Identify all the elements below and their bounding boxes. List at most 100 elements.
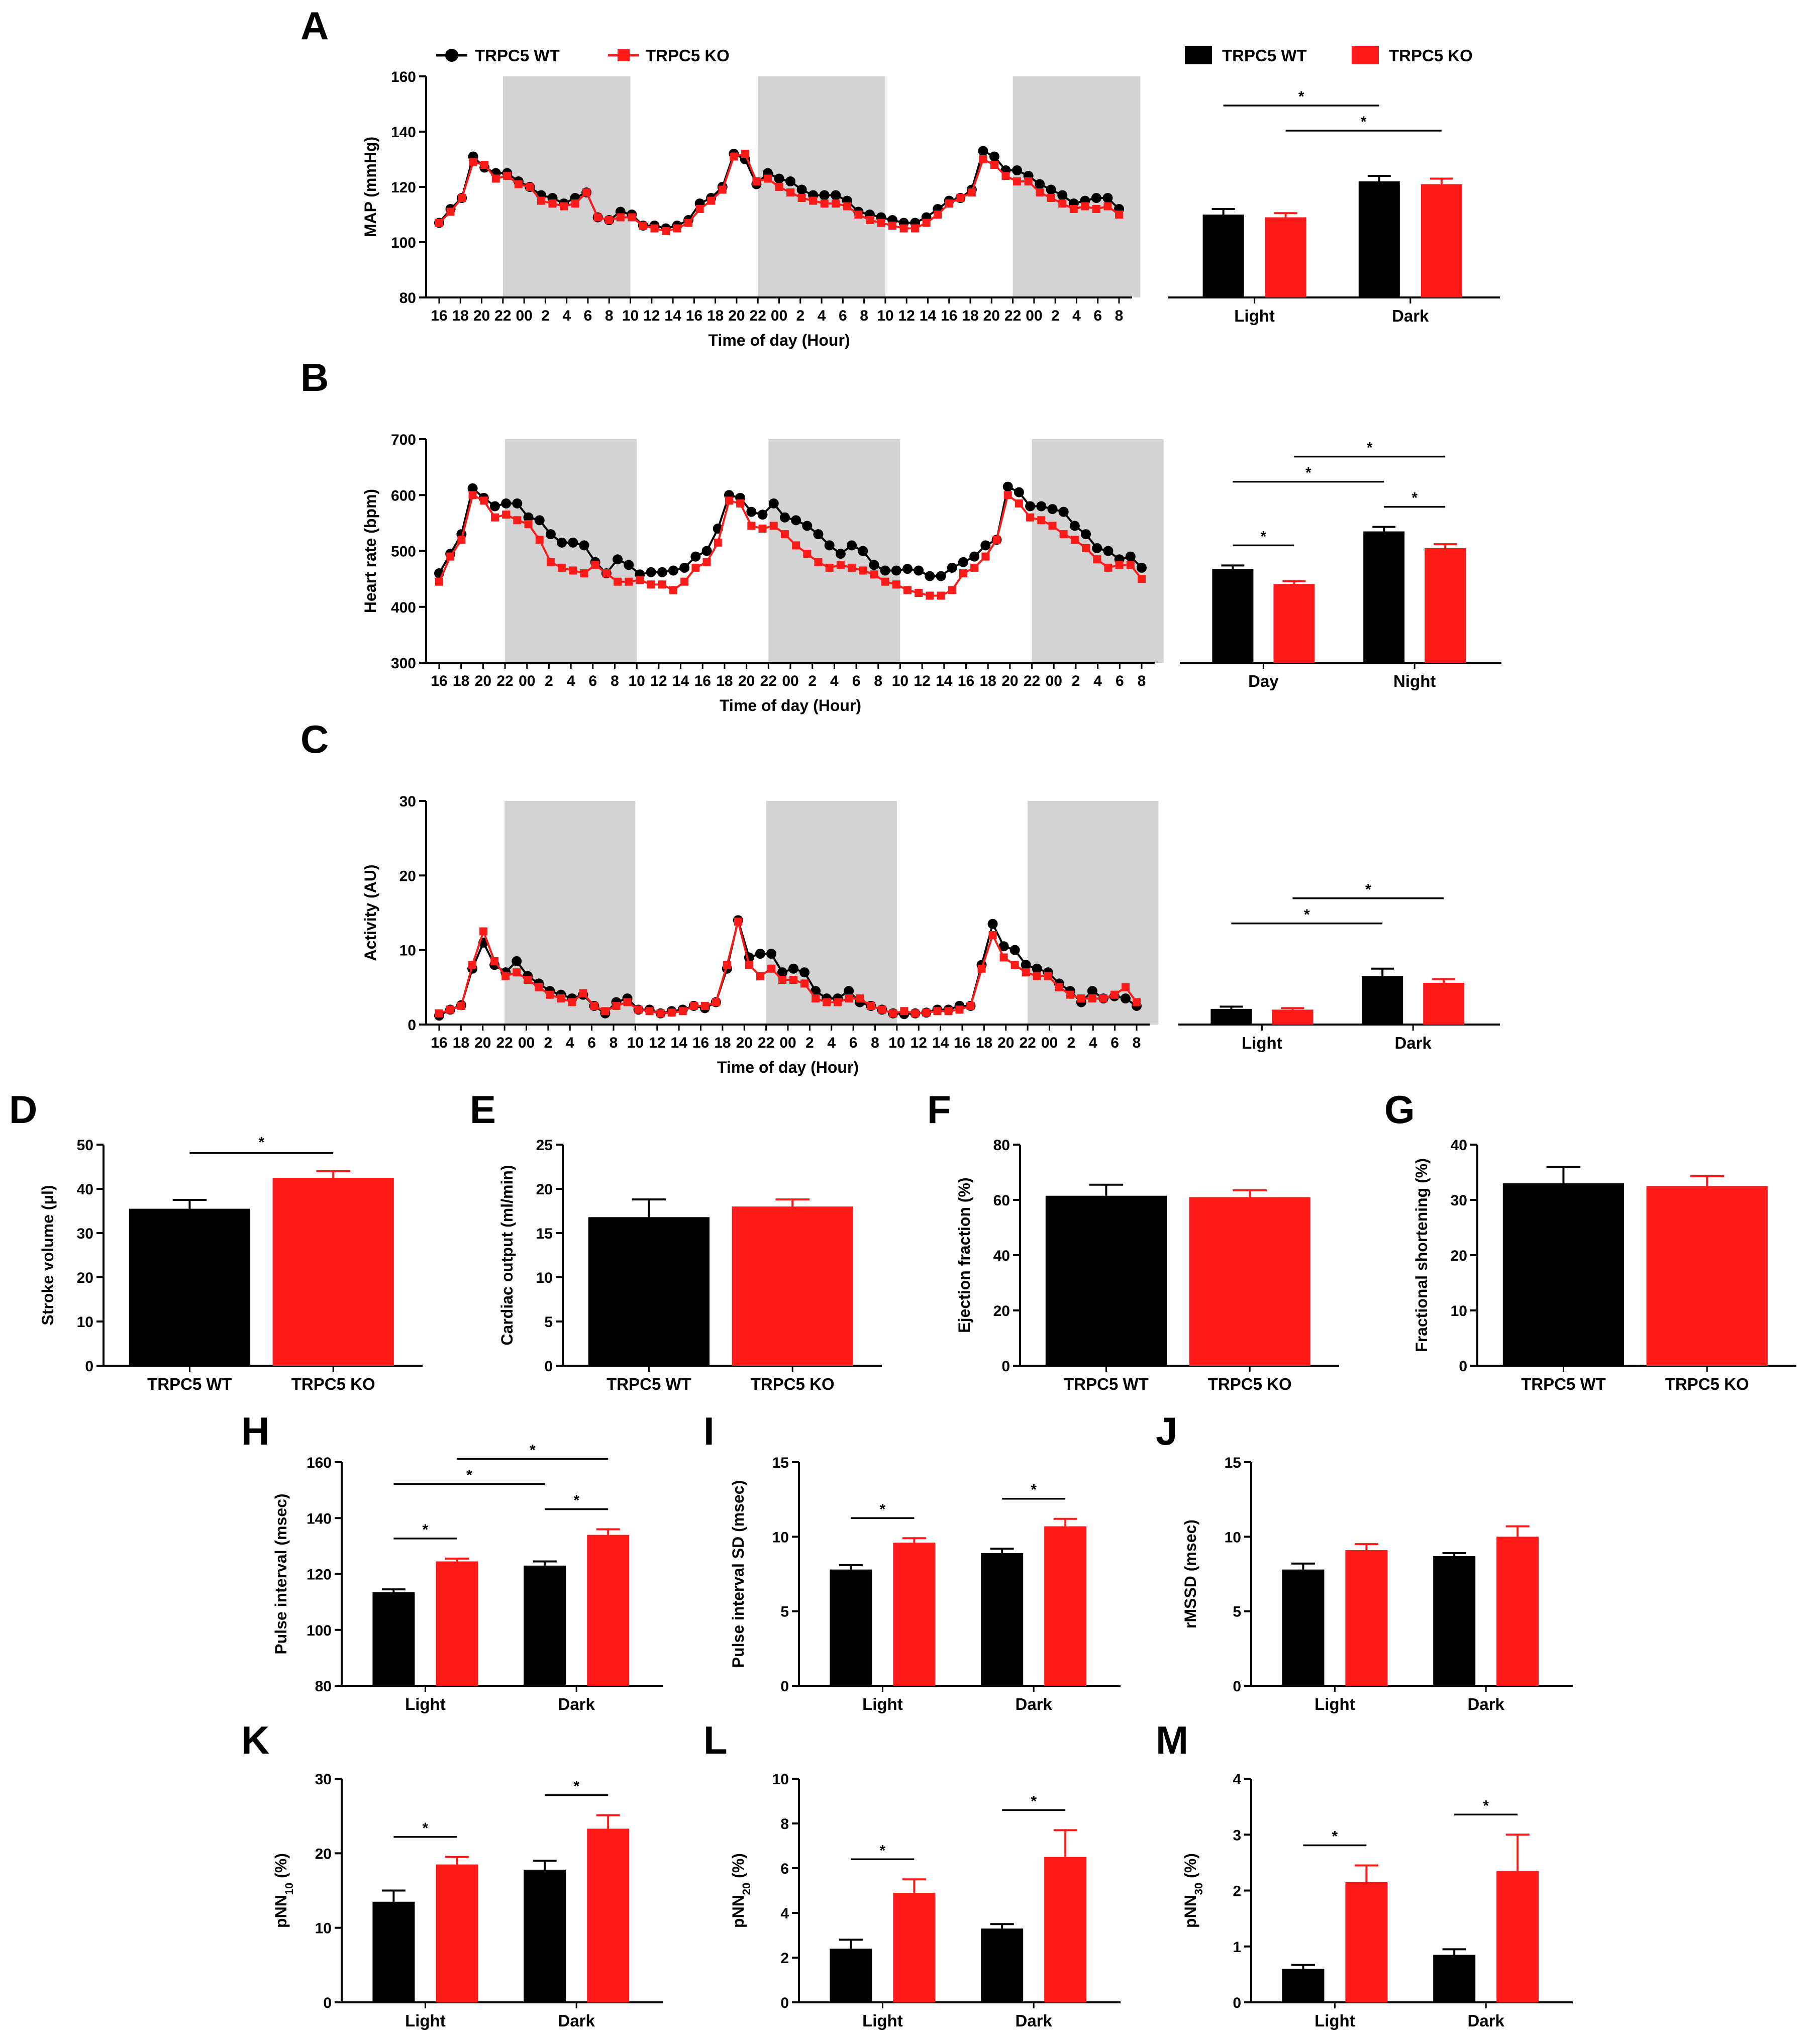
chart-b-line-ko-point [1138,575,1146,583]
chart-j-category-label: Dark [1468,1695,1505,1713]
chart-b-line-x-tick-label: 00 [519,673,535,689]
chart-l-y-tick-label: 2 [780,1950,789,1967]
panel-letter-J: J [1156,1409,1177,1453]
chart-c-bar-wt-bar [1210,1008,1252,1025]
chart-c-bar-significance-star: * [1304,906,1310,923]
chart-a-line-x-tick-label: 2 [1051,308,1060,324]
chart-a-line-x-tick-label: 16 [686,308,702,324]
chart-c-line-x-title: Time of day (Hour) [717,1058,859,1076]
chart-c-line-ko-point [900,1007,908,1015]
chart-l: 0 2 4 6 8 10 pNN20 (%) Light Dark * * [729,1771,1121,2030]
chart-c-line-ko-point [446,1005,455,1014]
chart-c-line-x-tick-label: 12 [911,1035,927,1051]
chart-a-line-ko-point [1103,202,1112,211]
panel-letter-M: M [1156,1718,1188,1762]
chart-b-bar-wt-bar [1363,531,1405,663]
chart-c-line-x-tick-label: 14 [932,1035,949,1051]
chart-a-line-ko-point [1058,199,1067,208]
chart-m-y-tick-label: 0 [1233,1995,1241,2011]
chart-c-bar-ko-bar [1272,1009,1313,1025]
chart-a-line-x-tick-label: 22 [1004,308,1021,324]
chart-a-line-ko-point [797,194,806,202]
chart-a-bar-category-label: Light [1234,307,1275,325]
chart-b-line-wt-point [824,540,835,551]
chart-b-line-ko-point [1093,555,1101,564]
chart-g: 0 10 20 30 40 Fractional shortening (%) TRPC5 … [1412,1137,1796,1393]
chart-e-y-tick-label: 0 [544,1358,553,1375]
chart-b-line-ko-point [870,570,878,579]
chart-c-line-ko-point [479,927,488,936]
chart-c-line-ko-point [457,1001,466,1010]
chart-h-ko-bar [436,1561,478,1686]
chart-a-line-x-tick-label: 18 [962,308,978,324]
chart-a-line-x-tick-label: 8 [605,308,614,324]
chart-c-line-wt-point [777,967,787,978]
panel-letter-I: I [703,1409,715,1453]
chart-b-line-y-tick-label: 400 [391,599,416,616]
chart-b-line-wt-point [1137,562,1147,573]
chart-a-line-wt-point [978,146,988,156]
chart-c-line-ko-point [1088,994,1096,1003]
chart-a-line-ko-point [752,177,761,185]
chart-l-y-tick-label: 4 [780,1905,789,1922]
chart-b-line-wt-point [701,546,712,556]
chart-b-line-ko-point [625,577,633,586]
chart-i-y-title: Pulse interval SD (msec) [729,1480,747,1668]
chart-a-line-ko-point [560,202,568,211]
chart-b-line-x-tick-label: 00 [782,673,798,689]
chart-b-line-ko-point [769,522,778,530]
chart-c-line-ko-point [524,976,532,984]
chart-c-line-ko-point [667,1008,676,1017]
chart-b-line-x-tick-label: 10 [892,673,908,689]
chart-a-line-ko-point [1013,177,1022,185]
chart-a-line-ko-point [571,199,579,208]
chart-a-line-ko-point [1069,205,1078,213]
chart-l-ko-bar [1044,1857,1087,2002]
chart-b-line-y-tick-label: 500 [391,544,416,560]
chart-k-y-title: pNN10 (%) [272,1853,295,1928]
chart-c-line-x-tick-label: 10 [888,1035,905,1051]
chart-b-line-ko-point [825,563,834,572]
chart-b-line-series-line [438,493,1143,597]
chart-c-line-ko-point [1033,972,1041,980]
chart-b-line-wt-point [802,521,813,531]
chart-a-line-ko-point [435,219,443,227]
chart-l-category-label: Dark [1016,2011,1053,2030]
chart-a-line-ko-point [899,224,908,233]
chart-b-line-wt-point [467,483,478,493]
chart-b-line-x-tick-label: 6 [1116,673,1124,689]
chart-a-line-ko-point [639,222,647,230]
chart-b-line-wt-point [902,564,913,574]
chart-m-y-tick-label: 4 [1233,1771,1241,1788]
chart-a-bar: Light Dark * * [1168,88,1500,325]
chart-b-line-wt-point [925,571,935,581]
legend-wt-marker [445,49,458,62]
chart-b-line-ko-point [814,558,823,566]
chart-c-line-ko-point [1077,994,1085,1003]
chart-b-line-ko-point [747,522,756,530]
chart-h-significance-star: * [423,1521,429,1538]
chart-b-line-x-tick-label: 8 [611,673,619,689]
chart-c-line-ko-point [1044,972,1052,980]
chart-b-line-x-tick-label: 4 [830,673,839,689]
chart-f-y-tick-label: 0 [1001,1358,1010,1375]
chart-b-line-wt-point [545,529,556,540]
chart-h-significance-star: * [530,1442,536,1459]
chart-g-y-tick-label: 20 [1451,1248,1467,1264]
chart-m-y-title: pNN30 (%) [1181,1853,1205,1928]
chart-d-significance-star: * [258,1134,264,1151]
chart-h-y-tick-label: 100 [307,1622,332,1639]
chart-c-line-ko-point [856,994,864,1003]
chart-h-significance-star: * [466,1467,472,1484]
chart-b-line-ko-point [714,538,722,547]
chart-a-line-ko-point [934,211,942,219]
chart-a-line-x-tick-label: 14 [664,308,681,324]
chart-a-bar-significance-star: * [1361,114,1367,130]
chart-b-line-y-tick-label: 600 [391,487,416,504]
chart-c-line-wt-point [1120,993,1131,1004]
chart-c-line-x-tick-label: 20 [997,1035,1014,1051]
chart-b-line-wt-point [579,540,589,551]
chart-f: 0 20 40 60 80 Ejection fraction (%) TRPC5 WT TR… [955,1137,1339,1393]
chart-a-line-ko-point [809,196,818,205]
chart-c-line-ko-point [944,1007,953,1015]
